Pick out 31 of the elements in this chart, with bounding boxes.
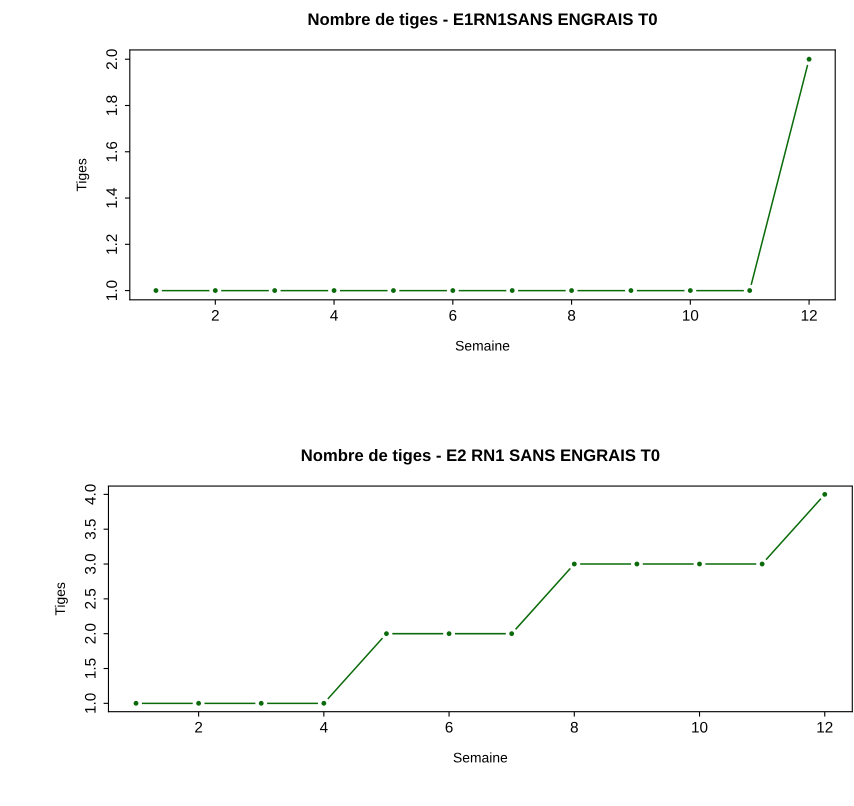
x-tick-label: 10	[683, 310, 698, 321]
x-tick-label: 8	[570, 722, 578, 733]
chart-title: Nombre de tiges - E2 RN1 SANS ENGRAIS T0	[302, 448, 660, 465]
x-tick-label: 6	[449, 310, 456, 321]
x-tick-label: 6	[446, 722, 453, 733]
y-tick-label: 1.2	[106, 234, 117, 254]
y-axis-title: Tiges	[54, 582, 68, 616]
y-tick-label: 2.0	[84, 624, 96, 644]
y-axis-title: Tiges	[76, 158, 90, 192]
x-axis-title: Semaine	[456, 340, 510, 351]
y-tick-label: 4.0	[84, 484, 96, 505]
y-tick-label: 1.6	[106, 142, 118, 162]
y-tick-label: 1.4	[106, 188, 117, 208]
x-tick-label: 12	[817, 722, 832, 732]
x-tick-label: 4	[320, 722, 328, 732]
x-tick-label: 12	[802, 310, 817, 321]
y-tick-label: 2.0	[106, 49, 118, 70]
x-tick-label: 2	[212, 310, 219, 321]
y-tick-label: 3.5	[84, 519, 96, 540]
x-tick-label: 10	[692, 722, 708, 733]
x-tick-label: 2	[195, 722, 202, 732]
y-tick-label: 2.5	[84, 588, 96, 609]
y-tick-label: 1.5	[85, 658, 96, 678]
x-tick-label: 4	[330, 310, 338, 321]
y-tick-label: 1.0	[84, 693, 96, 713]
y-tick-label: 1.0	[106, 280, 118, 300]
chart-title: Nombre de tiges - E1RN1SANS ENGRAIS T0	[308, 12, 657, 29]
y-tick-label: 1.8	[106, 96, 118, 115]
x-axis-title: Semaine	[454, 752, 508, 763]
x-tick-label: 8	[568, 310, 576, 321]
y-tick-label: 3.0	[84, 554, 96, 574]
